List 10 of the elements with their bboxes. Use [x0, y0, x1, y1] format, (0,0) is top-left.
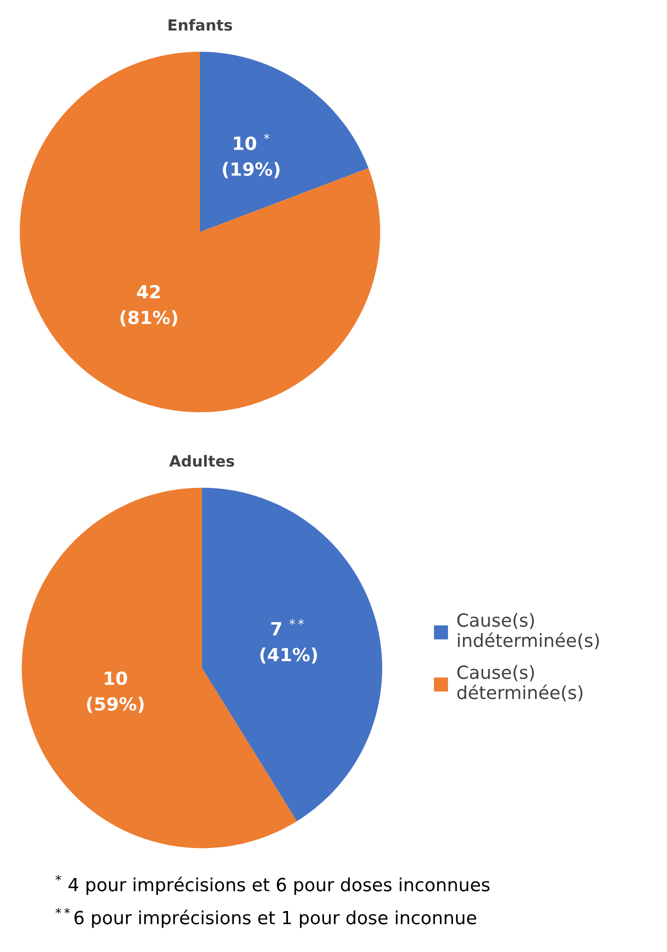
- data-label: 42 (81%): [120, 284, 178, 326]
- legend-label: Cause(s) déterminée(s): [457, 665, 582, 702]
- legend-label: Cause(s) indéterminée(s): [457, 612, 599, 650]
- text: $^{**}$6 pour imprécisions et 1 pour dose inconnue: [56, 908, 476, 928]
- chart-title: Enfants: [168, 18, 232, 31]
- data-label: 10 (59%): [87, 671, 144, 713]
- text: 7 $^{**}$ (41%): [260, 619, 317, 664]
- text: 10 $^{*}$ (19%): [222, 134, 280, 178]
- text: $^{*}$ 4 pour imprécisions et 6 pour doses inconnues: [56, 874, 490, 895]
- chart-title: Adultes: [169, 454, 234, 467]
